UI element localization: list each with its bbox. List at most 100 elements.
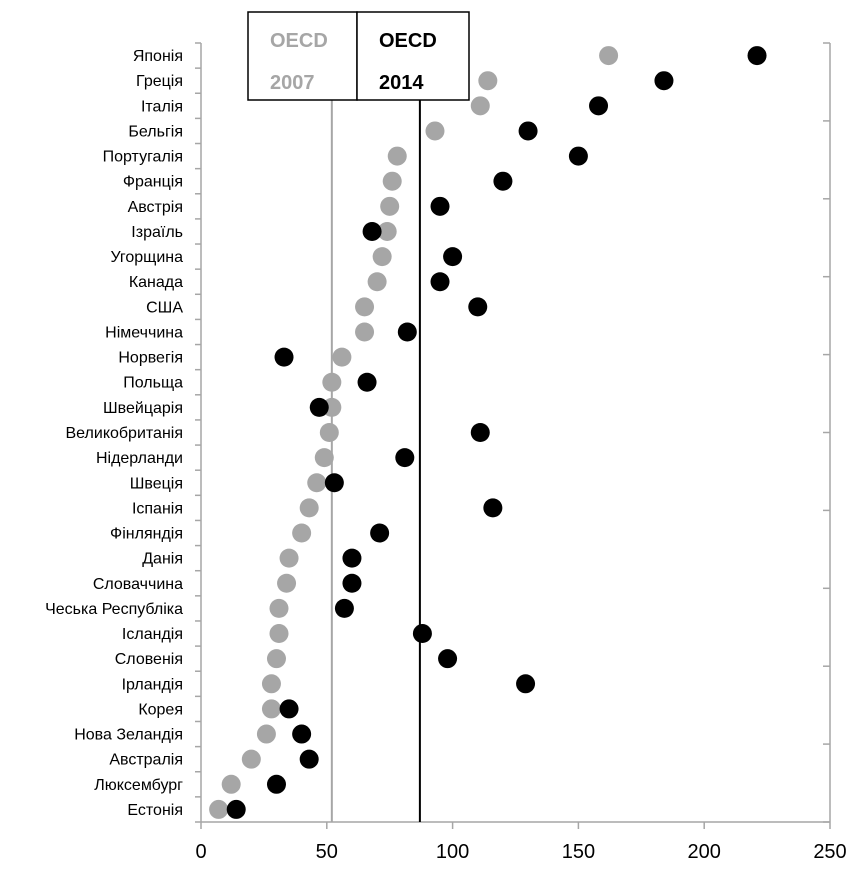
point-2007-25	[261, 674, 281, 694]
category-label: Ірландія	[122, 676, 183, 693]
point-2014-24	[438, 649, 458, 669]
point-2014-30	[226, 799, 246, 819]
category-label: Швейцарія	[103, 400, 183, 417]
point-2007-27	[256, 724, 276, 744]
point-2014-16	[395, 448, 415, 468]
point-2007-23	[269, 624, 289, 644]
legend: OECD 2007 OECD 2014	[247, 11, 470, 101]
category-label: Греція	[136, 73, 183, 90]
point-2014-3	[518, 121, 538, 141]
legend-label-line2: 2014	[379, 72, 424, 94]
point-2007-24	[266, 649, 286, 669]
category-label: Польща	[123, 375, 183, 392]
point-2014-17	[324, 473, 344, 493]
point-2014-6	[430, 196, 450, 216]
point-2007-18	[299, 498, 319, 518]
point-2014-8	[443, 247, 463, 267]
legend-box-2007	[247, 11, 358, 101]
point-2014-13	[357, 372, 377, 392]
point-2007-1	[478, 71, 498, 91]
point-2014-25	[516, 674, 536, 694]
category-label: Нова Зеландія	[74, 727, 183, 744]
point-2014-10	[468, 297, 488, 317]
point-2014-14	[309, 397, 329, 417]
point-2014-28	[299, 749, 319, 769]
category-label: Великобританія	[66, 425, 184, 442]
category-label: Естонія	[127, 802, 183, 819]
category-label: Франція	[123, 174, 183, 191]
point-2014-21	[342, 573, 362, 593]
category-label: Німеччина	[105, 324, 183, 341]
point-2014-12	[274, 347, 294, 367]
point-2007-6	[380, 196, 400, 216]
point-2014-26	[279, 699, 299, 719]
x-tick-labels: 0 50 100 150 200 250	[195, 841, 846, 863]
category-label: Нідерланди	[96, 450, 183, 467]
data-points	[209, 46, 767, 819]
point-2007-19	[292, 523, 312, 543]
category-label: Норвегія	[118, 350, 183, 367]
category-label: Угорщина	[110, 249, 183, 266]
legend-label-line1: OECD	[270, 30, 328, 52]
point-2007-8	[372, 247, 392, 267]
category-label: Португалія	[103, 149, 183, 166]
point-2007-22	[269, 598, 289, 618]
category-label: Фінляндія	[110, 526, 183, 543]
category-label: Швеція	[130, 475, 183, 492]
x-tick-label: 150	[562, 841, 595, 863]
legend-box-2014	[356, 11, 470, 101]
point-2007-13	[322, 372, 342, 392]
category-label: Чеська Республіка	[45, 601, 183, 618]
category-label: США	[146, 299, 183, 316]
point-2014-9	[430, 272, 450, 292]
point-2007-4	[387, 146, 407, 166]
point-2007-9	[367, 272, 387, 292]
point-2014-0	[747, 46, 767, 66]
point-2007-29	[221, 774, 241, 794]
category-label: Люксембург	[94, 777, 183, 794]
point-2007-20	[279, 548, 299, 568]
point-2014-4	[568, 146, 588, 166]
point-2014-29	[266, 774, 286, 794]
axes-group	[195, 42, 831, 829]
point-2007-5	[382, 171, 402, 191]
point-2014-18	[483, 498, 503, 518]
category-label: Корея	[138, 701, 183, 718]
point-2014-19	[370, 523, 390, 543]
category-label: Іспанія	[132, 500, 183, 517]
category-label: Австралія	[109, 752, 183, 769]
point-2007-15	[319, 423, 339, 442]
point-2007-26	[261, 699, 281, 719]
category-label: Канада	[129, 274, 183, 291]
point-2014-20	[342, 548, 362, 568]
x-tick-label: 200	[688, 841, 721, 863]
point-2014-15	[470, 423, 490, 442]
point-2014-27	[292, 724, 312, 744]
point-2007-28	[241, 749, 261, 769]
point-2007-16	[314, 448, 334, 468]
point-2007-7	[377, 221, 397, 241]
x-tick-label: 100	[436, 841, 469, 863]
point-2014-11	[397, 322, 417, 342]
category-label: Ісландія	[122, 626, 183, 643]
point-2014-1	[654, 71, 674, 91]
point-2014-5	[493, 171, 513, 191]
x-tick-label: 250	[813, 841, 846, 863]
reference-lines	[330, 12, 421, 822]
x-tick-label: 50	[316, 841, 338, 863]
category-label: Австрія	[128, 199, 183, 216]
point-2014-2	[589, 96, 609, 116]
legend-label-line2: 2007	[270, 72, 315, 94]
point-2007-17	[307, 473, 327, 493]
point-2014-23	[412, 624, 432, 644]
legend-label-line1: OECD	[379, 30, 437, 52]
category-labels: Японія Греція Італія Бельгія Португалія Франц…	[45, 48, 183, 819]
point-2014-22	[334, 598, 354, 618]
category-label: Бельгія	[128, 123, 183, 140]
point-2007-0	[599, 46, 619, 66]
category-label: Італія	[141, 98, 183, 115]
point-2007-11	[355, 322, 375, 342]
point-2014-7	[362, 221, 382, 241]
category-label: Словаччина	[93, 576, 183, 593]
